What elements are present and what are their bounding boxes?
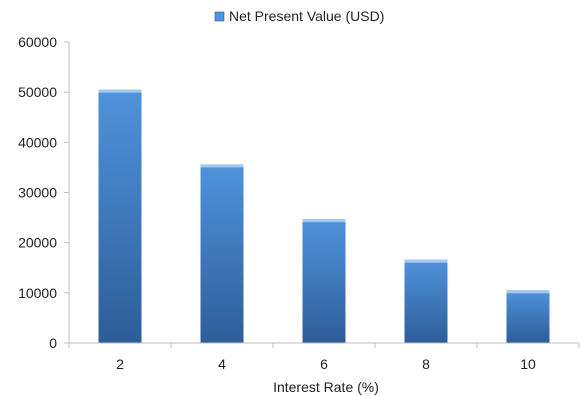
legend-swatch [214,11,225,22]
bar-top-highlight [506,290,550,294]
bar [98,89,142,344]
bar [200,164,244,343]
y-tick-label: 30000 [18,185,57,201]
bar [506,290,550,343]
x-tick-label: 2 [116,356,124,372]
x-tick-label: 8 [422,356,430,372]
bar [302,219,346,343]
x-axis: 2 4 6 8 10 [68,342,580,372]
y-tick-label: 10000 [18,285,57,301]
y-tick-label: 20000 [18,235,57,251]
x-tick-label: 6 [320,356,328,372]
y-tick-label: 0 [49,335,57,351]
bar-top-highlight [404,259,448,263]
y-axis: 0 10000 20000 30000 40000 50000 60000 [18,34,70,351]
bar [404,259,448,343]
bar-top-highlight [98,89,142,93]
bar-top-highlight [302,219,346,223]
x-tick-label: 10 [520,356,536,372]
y-tick-label: 40000 [18,134,57,150]
bar-top-highlight [200,164,244,168]
legend-label: Net Present Value (USD) [229,8,384,24]
y-tick-label: 60000 [18,34,57,50]
y-tick-label: 50000 [18,84,57,100]
x-axis-title: Interest Rate (%) [273,379,379,395]
bars [98,89,550,344]
legend: Net Present Value (USD) [214,8,384,24]
x-tick-label: 4 [218,356,226,372]
